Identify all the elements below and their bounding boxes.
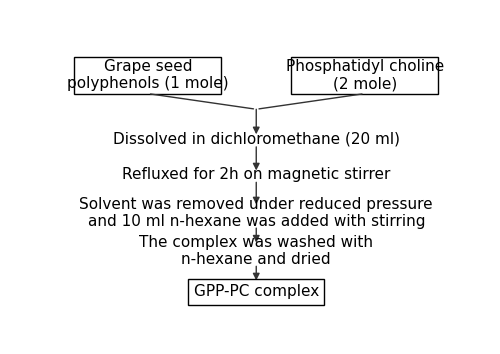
Text: Refluxed for 2h on magnetic stirrer: Refluxed for 2h on magnetic stirrer [122,167,390,182]
Text: Grape seed
polyphenols (1 mole): Grape seed polyphenols (1 mole) [67,59,228,91]
Text: Solvent was removed under reduced pressure
and 10 ml n-hexane was added with sti: Solvent was removed under reduced pressu… [80,196,433,229]
Text: The complex was washed with
n-hexane and dried: The complex was washed with n-hexane and… [139,235,373,267]
FancyBboxPatch shape [74,57,222,93]
FancyBboxPatch shape [291,57,438,93]
Text: Phosphatidyl choline
(2 mole): Phosphatidyl choline (2 mole) [286,59,444,91]
Text: Dissolved in dichloromethane (20 ml): Dissolved in dichloromethane (20 ml) [113,132,400,147]
Text: GPP-PC complex: GPP-PC complex [194,284,319,299]
